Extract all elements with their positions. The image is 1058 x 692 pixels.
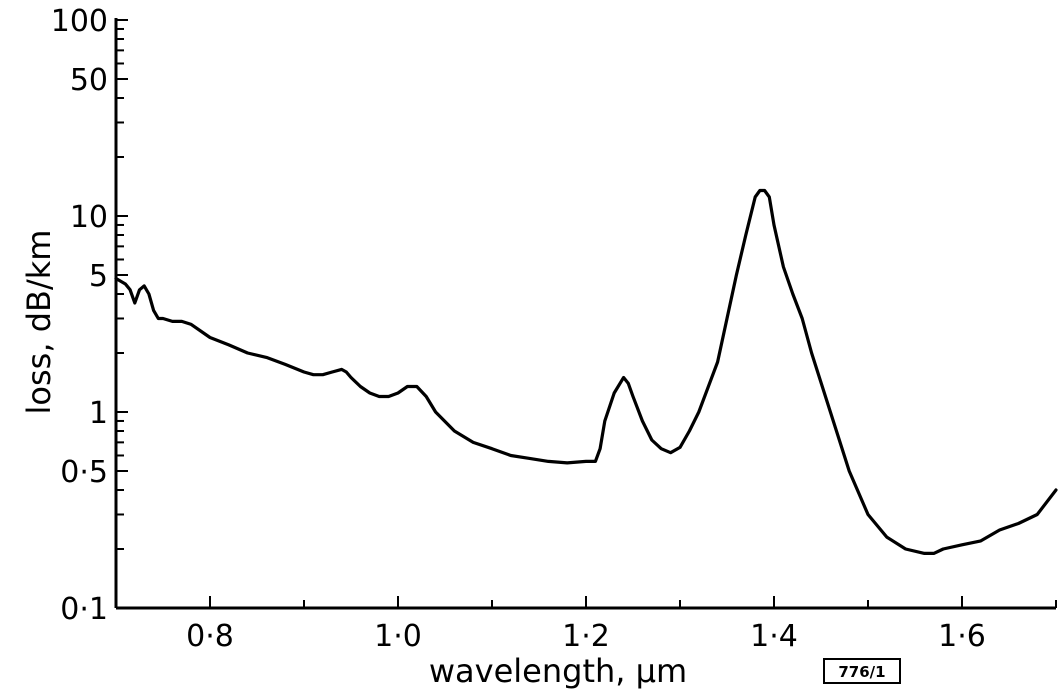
x-tick-label: 1·4 <box>750 619 798 654</box>
x-axis-label: wavelength, µm <box>429 652 687 690</box>
y-tick-label: 0·5 <box>60 455 108 490</box>
series-line <box>114 188 1058 555</box>
x-tick-label: 0·8 <box>186 619 234 654</box>
y-tick-label: 1 <box>89 396 108 431</box>
figure-id-box <box>823 658 901 684</box>
y-tick-label: 5 <box>89 259 108 294</box>
minor-ticks <box>115 27 1057 608</box>
y-axis-label: loss, dB/km <box>20 230 58 415</box>
figure-id: 776/1 <box>838 663 885 681</box>
x-tick-label: 1·6 <box>938 619 986 654</box>
y-tick-label: 0·1 <box>60 592 108 627</box>
y-tick-label: 50 <box>70 63 108 98</box>
y-tick-label: 10 <box>70 200 108 235</box>
y-axis-ticks: 0·1 0·5 1 5 10 50 100 <box>51 4 128 627</box>
x-axis-ticks: 0·8 1·0 1·2 1·4 1·6 <box>186 596 986 654</box>
x-tick-label: 1·2 <box>562 619 610 654</box>
x-tick-label: 1·0 <box>374 619 422 654</box>
y-tick-label: 100 <box>51 4 108 39</box>
series-group <box>114 188 1058 555</box>
